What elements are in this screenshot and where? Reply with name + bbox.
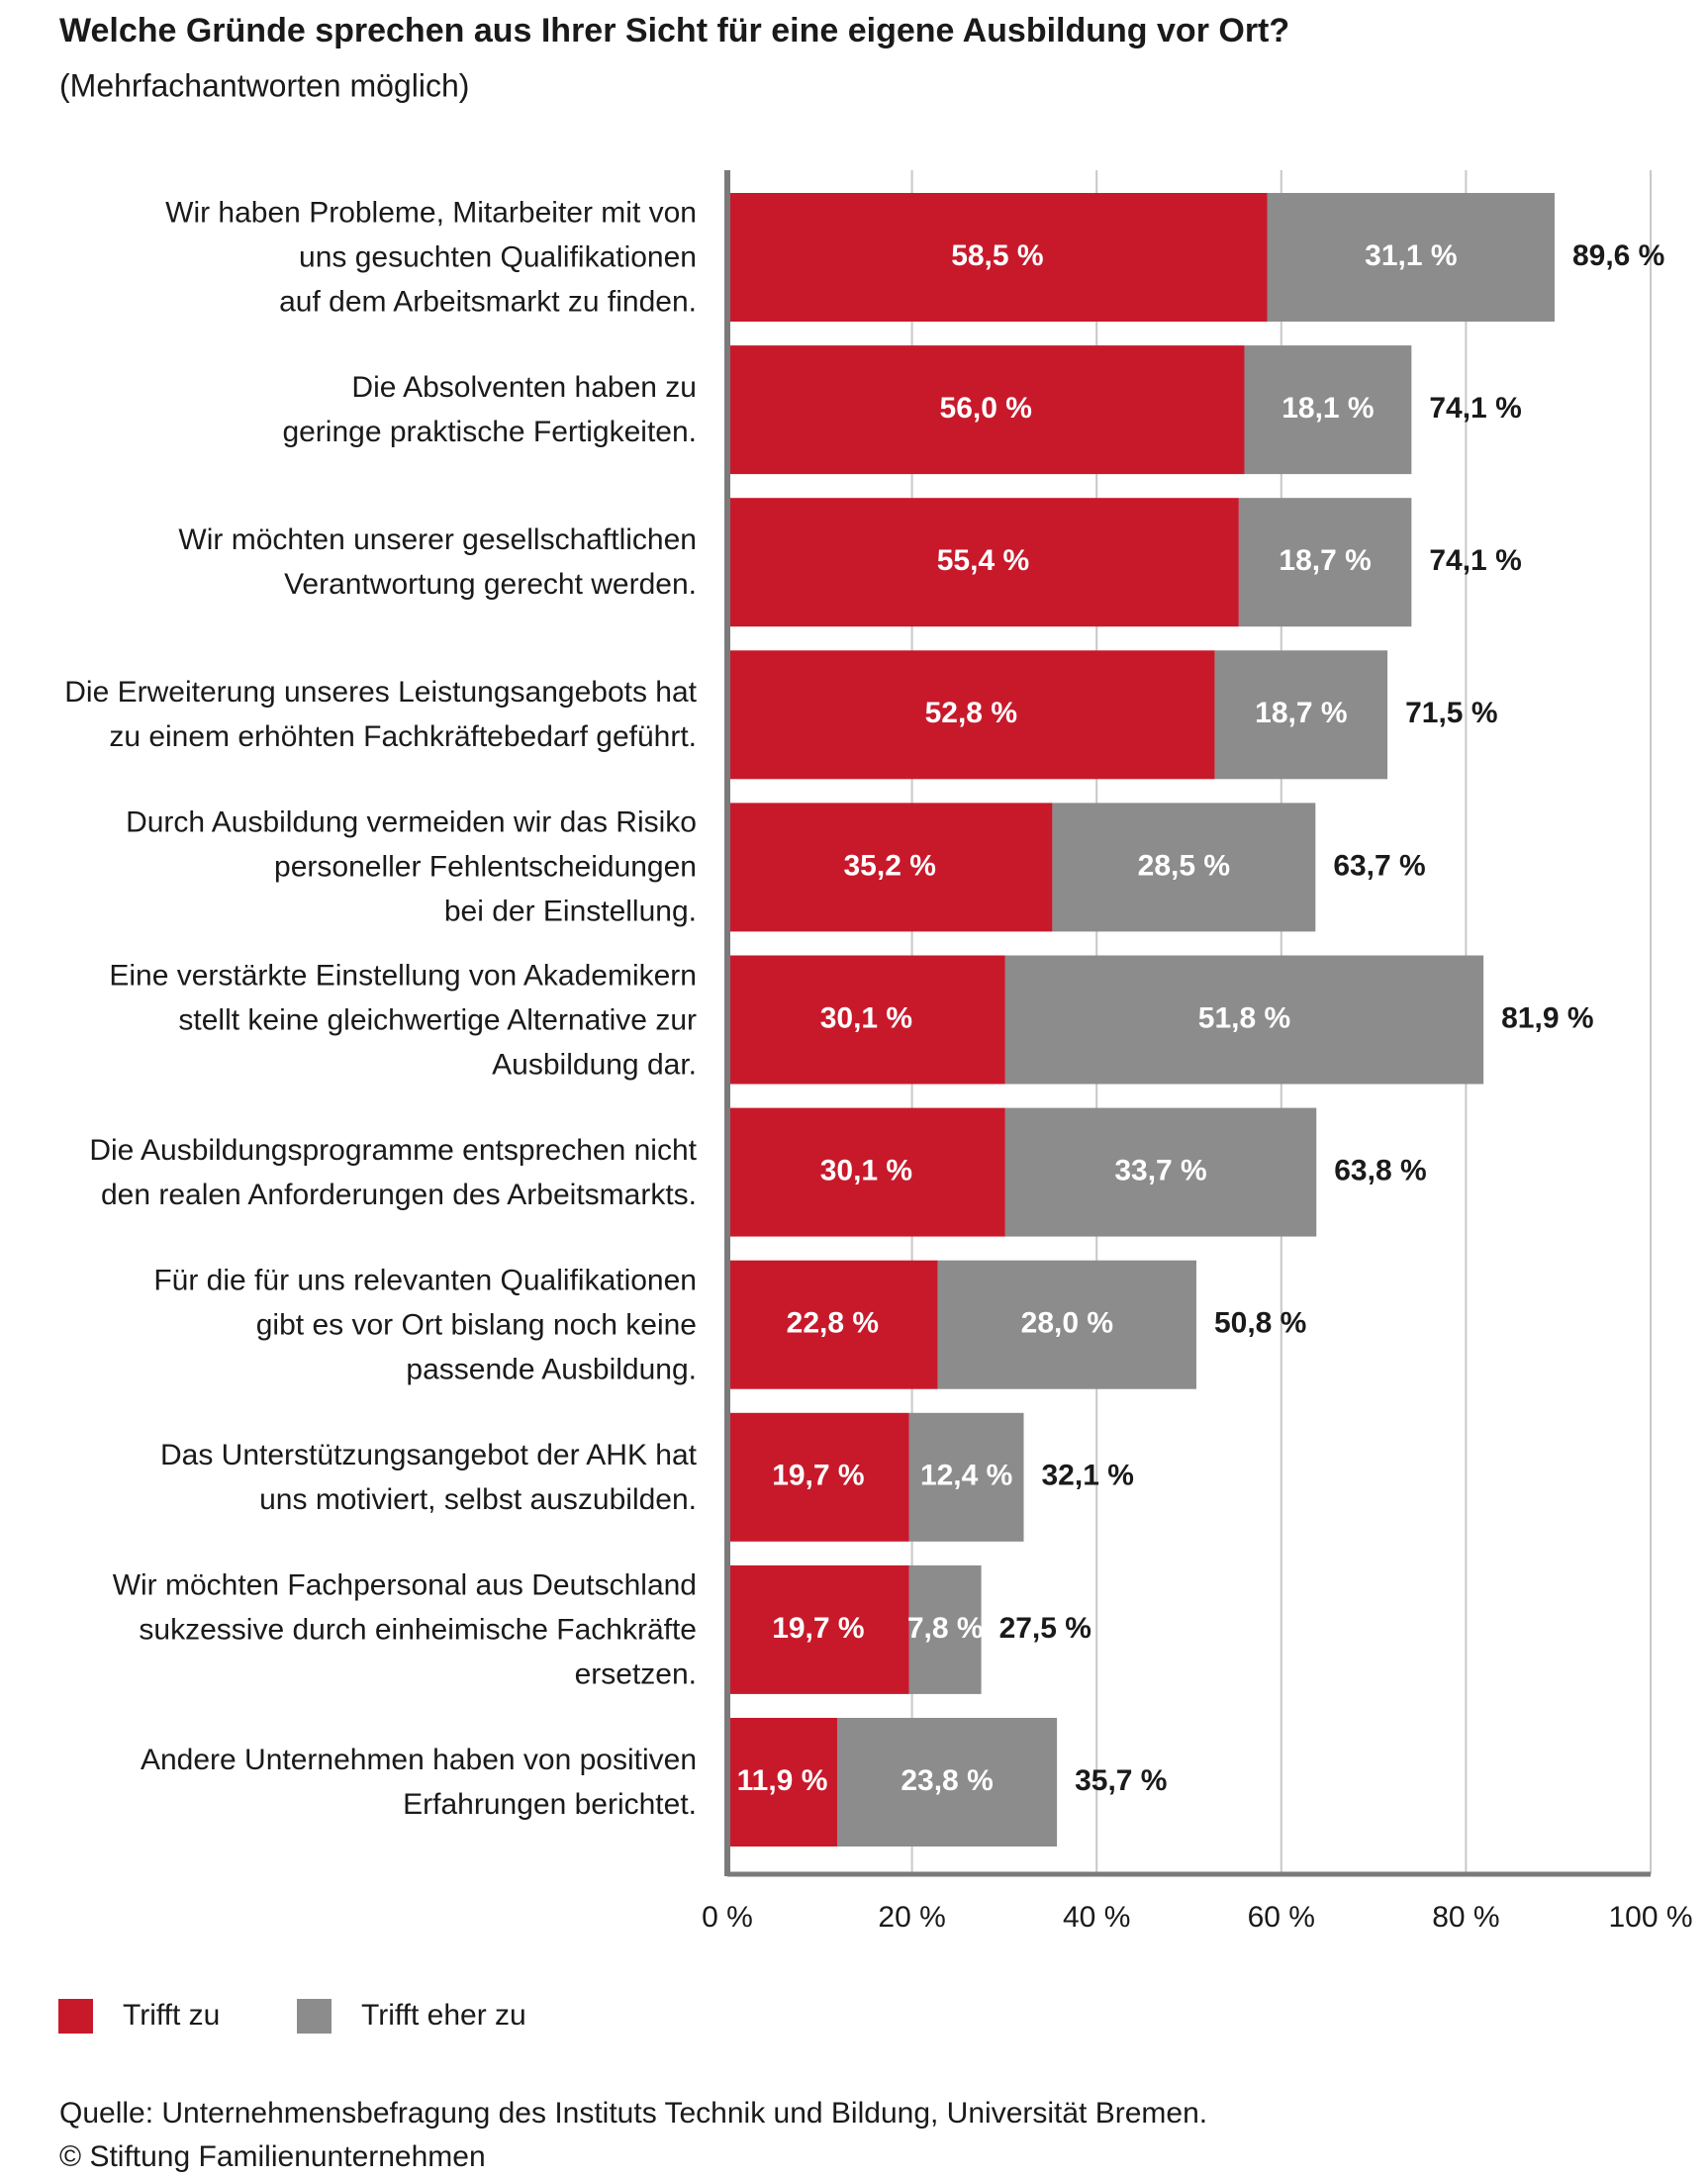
legend-swatch — [297, 1999, 332, 2034]
bar-segment — [727, 1564, 909, 1694]
x-tick-label: 60 % — [1248, 1901, 1315, 1934]
category-label: Die Ausbildungsprogramme entsprechen nic… — [89, 1133, 697, 1211]
value-label: 28,5 % — [1138, 849, 1230, 882]
bar-segment — [1004, 1107, 1317, 1237]
chart-subtitle: (Mehrfachantworten möglich) — [59, 67, 469, 103]
total-label: 27,5 % — [999, 1612, 1091, 1645]
bar-segment — [908, 1412, 1024, 1542]
bar-segment — [1267, 193, 1555, 322]
total-label: 63,7 % — [1333, 849, 1425, 882]
bar-segment — [1214, 650, 1388, 780]
category-label: Wir möchten unserer gesellschaftlichen V… — [178, 523, 697, 602]
legend-label: Trifft zu — [123, 1999, 220, 2032]
legend-label: Trifft eher zu — [361, 1999, 526, 2032]
category-label: Wir haben Probleme, Mitarbeiter mit von … — [165, 196, 697, 319]
bar-segment — [1004, 955, 1484, 1085]
bar-segment — [727, 1718, 838, 1847]
chart-title: Welche Gründe sprechen aus Ihrer Sicht f… — [59, 12, 1289, 49]
copyright: © Stiftung Familienunternehmen — [59, 2140, 486, 2173]
x-tick-label: 80 % — [1432, 1901, 1499, 1934]
category-label: Durch Ausbildung vermeiden wir das Risik… — [126, 805, 697, 928]
value-label: 19,7 % — [772, 1460, 864, 1492]
value-label: 33,7 % — [1114, 1155, 1206, 1187]
bar-segment — [727, 955, 1005, 1085]
bar-segment — [1244, 345, 1412, 475]
value-label: 18,7 % — [1279, 544, 1371, 577]
category-label: Für die für uns relevanten Qualifikation… — [153, 1264, 697, 1386]
bar-segment — [727, 193, 1268, 322]
value-label: 19,7 % — [772, 1612, 864, 1645]
bar-segment — [908, 1564, 982, 1694]
category-label: Wir möchten Fachpersonal aus Deutschland… — [112, 1568, 697, 1691]
value-label: 18,7 % — [1255, 697, 1347, 729]
value-label: 51,8 % — [1198, 1001, 1290, 1034]
bar-segment — [937, 1260, 1196, 1389]
value-label: 23,8 % — [901, 1764, 993, 1797]
total-label: 63,8 % — [1334, 1155, 1426, 1187]
x-tick-label: 20 % — [878, 1901, 945, 1934]
bar-segment — [837, 1718, 1058, 1847]
value-label: 11,9 % — [737, 1764, 828, 1797]
value-label: 30,1 % — [820, 1001, 912, 1034]
source: Quelle: Unternehmensbefragung des Instit… — [59, 2097, 1207, 2130]
value-label: 28,0 % — [1021, 1307, 1113, 1340]
x-tick-label: 40 % — [1063, 1901, 1130, 1934]
value-label: 55,4 % — [937, 544, 1029, 577]
value-label: 18,1 % — [1281, 392, 1374, 425]
legend-swatch — [58, 1999, 93, 2034]
bar-segment — [1052, 803, 1316, 932]
total-label: 50,8 % — [1214, 1307, 1306, 1340]
bar-segment — [727, 650, 1215, 780]
value-label: 56,0 % — [940, 392, 1032, 425]
bar-segment — [727, 803, 1053, 932]
total-label: 89,6 % — [1572, 239, 1664, 272]
x-tick-label: 0 % — [702, 1901, 753, 1934]
bar-segment — [727, 345, 1245, 475]
total-label: 71,5 % — [1405, 697, 1497, 729]
value-label: 12,4 % — [920, 1460, 1012, 1492]
value-label: 52,8 % — [925, 697, 1017, 729]
value-label: 22,8 % — [787, 1307, 879, 1340]
value-label: 30,1 % — [820, 1155, 912, 1187]
value-label: 31,1 % — [1365, 239, 1457, 272]
total-label: 74,1 % — [1429, 544, 1521, 577]
bar-segment — [727, 498, 1239, 627]
bar-segment — [727, 1260, 938, 1389]
x-tick-label: 100 % — [1608, 1901, 1692, 1934]
value-label: 7,8 % — [907, 1612, 984, 1645]
total-label: 74,1 % — [1429, 392, 1521, 425]
total-label: 81,9 % — [1501, 1001, 1593, 1034]
total-label: 35,7 % — [1075, 1764, 1167, 1797]
value-label: 58,5 % — [951, 239, 1043, 272]
bar-segment — [727, 1107, 1005, 1237]
value-label: 35,2 % — [844, 849, 936, 882]
bar-segment — [1238, 498, 1412, 627]
category-label: Eine verstärkte Einstellung von Akademik… — [109, 959, 697, 1081]
category-label: Andere Unternehmen haben von positiven E… — [140, 1744, 697, 1821]
bar-segment — [727, 1412, 909, 1542]
total-label: 32,1 % — [1041, 1460, 1133, 1492]
category-label: Die Erweiterung unseres Leistungsangebot… — [64, 676, 697, 754]
category-label: Das Unterstützungsangebot der AHK hat un… — [160, 1438, 697, 1516]
category-label: Die Absolventen haben zu geringe praktis… — [282, 371, 697, 449]
